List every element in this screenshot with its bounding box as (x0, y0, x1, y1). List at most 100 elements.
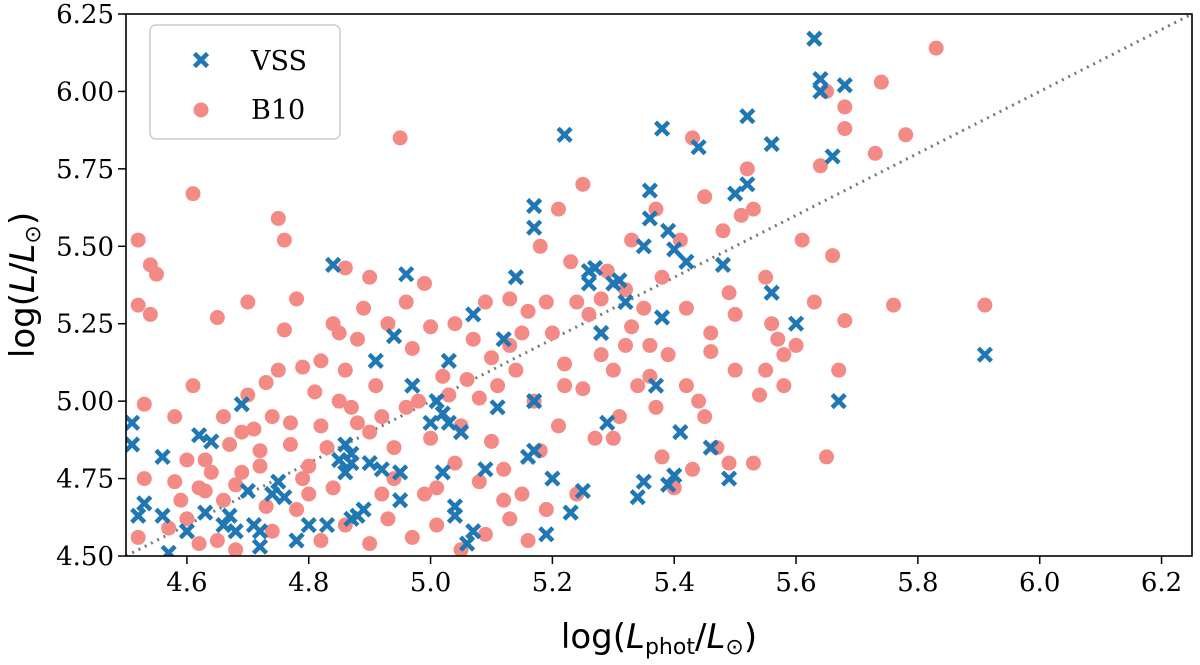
b10-point (624, 232, 640, 248)
b10-point (295, 359, 311, 375)
legend-marker-vss (192, 51, 210, 69)
b10-point (276, 232, 292, 248)
y-tick-label: 6.00 (56, 77, 114, 107)
legend-label-vss: VSS (250, 46, 307, 77)
b10-point (593, 347, 609, 363)
x-tick-label: 5.6 (775, 568, 816, 598)
vss-point (489, 399, 506, 416)
b10-point (806, 294, 822, 310)
b10-point (264, 523, 280, 539)
vss-point (526, 442, 543, 459)
vss-point (666, 467, 683, 484)
b10-point (520, 533, 536, 549)
b10-point (161, 520, 177, 536)
vss-point (343, 445, 360, 462)
b10-point (745, 455, 761, 471)
b10-point (197, 452, 213, 468)
vss-point (611, 272, 628, 289)
vss-point (373, 461, 390, 478)
vss-point (763, 284, 780, 301)
vss-point (154, 507, 171, 524)
b10-point (502, 511, 518, 527)
b10-point (605, 362, 621, 378)
vss-point (392, 464, 409, 481)
legend-label-b10: B10 (251, 95, 305, 126)
b10-point (276, 322, 292, 338)
vss-point (465, 523, 482, 540)
b10-point (648, 201, 664, 217)
b10-point (587, 430, 603, 446)
b10-point (563, 254, 579, 270)
b10-point (228, 477, 244, 493)
y-tick-label: 5.00 (56, 387, 114, 417)
vss-point (976, 346, 993, 363)
b10-point (142, 306, 158, 322)
b10-point (179, 511, 195, 527)
b10-point (313, 353, 329, 369)
b10-point (685, 130, 701, 146)
b10-point (569, 294, 585, 310)
b10-point (264, 409, 280, 425)
b10-point (550, 201, 566, 217)
vss-point (288, 532, 305, 549)
b10-point (739, 161, 755, 177)
vss-point (197, 504, 214, 521)
b10-point (788, 337, 804, 353)
b10-point (465, 331, 481, 347)
vss-point (385, 328, 403, 345)
vss-point (593, 324, 610, 342)
x-tick-label: 6.0 (1019, 568, 1060, 598)
vss-point (836, 77, 853, 94)
vss-point (653, 120, 671, 137)
b10-point (557, 356, 573, 372)
vss-point (160, 544, 177, 556)
b10-point (240, 387, 256, 403)
b10-point (928, 40, 944, 56)
b10-point (374, 409, 390, 425)
b10-point (538, 502, 554, 518)
x-tick-label: 5.0 (410, 568, 451, 598)
vss-point (787, 315, 805, 332)
vss-point (763, 135, 780, 153)
b10-point (776, 378, 792, 394)
legend-marker-b10 (193, 102, 209, 118)
b10-point (837, 121, 853, 137)
b10-point (252, 443, 268, 459)
b10-point (282, 415, 298, 431)
vss-point (264, 485, 281, 503)
b10-point (825, 248, 841, 264)
b10-point (837, 313, 853, 329)
x-tick-label: 5.4 (654, 568, 695, 598)
vss-point (647, 377, 665, 394)
b10-point (404, 529, 420, 545)
b10-point (837, 99, 853, 115)
x-tick-label: 5.2 (532, 568, 573, 598)
b10-point (477, 294, 493, 310)
b10-point (764, 316, 780, 332)
b10-point (697, 189, 713, 205)
b10-point (654, 269, 670, 285)
b10-point (325, 480, 341, 496)
legend-b10-dot (193, 102, 209, 118)
x-tick-label: 6.2 (1141, 568, 1182, 598)
b10-point (758, 362, 774, 378)
b10-point (301, 486, 317, 502)
b10-point (270, 210, 286, 226)
b10-point (575, 381, 591, 397)
b10-point (672, 232, 688, 248)
b10-point (776, 347, 792, 363)
b10-point (215, 492, 231, 508)
b10-point (362, 424, 378, 440)
b10-point (289, 502, 305, 518)
b10-point (496, 461, 512, 477)
vss-point (126, 414, 141, 431)
b10-point (270, 362, 286, 378)
b10-point (136, 471, 152, 487)
b10-point (203, 464, 219, 480)
b10-point (380, 511, 396, 527)
b10-point (898, 127, 914, 143)
vss-point (440, 352, 457, 369)
b10-point (209, 310, 225, 326)
b10-point (410, 393, 426, 409)
vss-point (318, 516, 336, 534)
